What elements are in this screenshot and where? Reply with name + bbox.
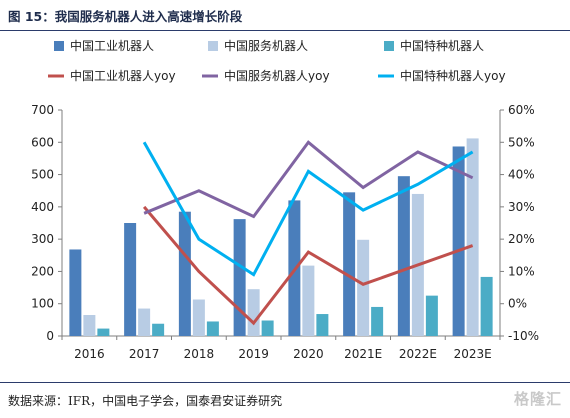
bar <box>371 306 384 336</box>
bar <box>357 239 370 336</box>
y-left-tick-label: 0 <box>46 329 54 343</box>
bar <box>138 308 151 336</box>
bar <box>316 314 329 336</box>
axes: 0 100 200 300 400 500 600 700 -10% 0% 10% 20% 30% 40%… <box>31 103 539 361</box>
y-right-tick-label: 0% <box>508 297 527 311</box>
series-line <box>142 205 474 326</box>
legend-swatch <box>384 41 394 51</box>
legend-label: 中国工业机器人yoy <box>70 68 176 83</box>
y-right-tick-label: 50% <box>508 135 535 149</box>
x-tick-label: 2023E <box>454 347 492 361</box>
y-right-tick-label: 40% <box>508 168 535 182</box>
top-rule <box>0 30 570 31</box>
legend-swatch <box>208 41 218 51</box>
legend-label: 中国特种机器人 <box>400 38 484 53</box>
bar <box>302 265 315 336</box>
x-tick-label: 2016 <box>74 347 105 361</box>
x-tick-label: 2022E <box>399 347 437 361</box>
bar <box>124 223 137 336</box>
series-line <box>143 140 474 219</box>
bar <box>466 138 479 336</box>
y-right-tick-label: 10% <box>508 264 535 278</box>
bar <box>343 192 356 336</box>
x-tick-label: 2017 <box>129 347 160 361</box>
y-left-tick-label: 400 <box>31 200 54 214</box>
y-left-tick-label: 300 <box>31 232 54 246</box>
bar <box>83 315 96 336</box>
bar <box>425 295 438 336</box>
bar <box>206 321 219 336</box>
bar <box>152 323 165 336</box>
y-right-tick-label: 30% <box>508 200 535 214</box>
y-left-tick-label: 200 <box>31 264 54 278</box>
bottom-rule <box>0 382 570 383</box>
bar <box>247 289 260 336</box>
x-tick-label: 2020 <box>293 347 324 361</box>
x-tick-label: 2021E <box>344 347 382 361</box>
series-line <box>142 141 474 277</box>
bar <box>452 146 465 336</box>
x-tick-label: 2018 <box>184 347 215 361</box>
figure-title: 图 15：我国服务机器人进入高速增长阶段 <box>8 9 243 24</box>
bars <box>69 138 493 336</box>
bar <box>233 219 246 336</box>
legend-label: 中国工业机器人 <box>70 38 154 53</box>
bar <box>192 299 205 336</box>
watermark-logo: 格隆汇 <box>513 390 562 408</box>
y-left-tick-label: 500 <box>31 168 54 182</box>
legend-swatch <box>54 41 64 51</box>
legend-label: 中国服务机器人 <box>224 38 308 53</box>
lines <box>142 140 474 326</box>
y-right-tick-label: 60% <box>508 103 535 117</box>
y-right-tick-label: 20% <box>508 232 535 246</box>
source-note: 数据来源：IFR，中国电子学会，国泰君安证券研究 <box>8 394 283 408</box>
legend-label: 中国特种机器人yoy <box>400 68 506 83</box>
y-right-tick-label: -10% <box>508 329 539 343</box>
bar <box>480 276 493 336</box>
bar <box>97 328 110 336</box>
bar <box>261 320 274 336</box>
bar <box>397 176 410 336</box>
bar <box>69 249 82 336</box>
legend-label: 中国服务机器人yoy <box>224 68 330 83</box>
y-left-tick-label: 100 <box>31 297 54 311</box>
y-left-tick-label: 700 <box>31 103 54 117</box>
bar <box>178 211 191 336</box>
x-tick-label: 2019 <box>238 347 269 361</box>
y-left-tick-label: 600 <box>31 135 54 149</box>
